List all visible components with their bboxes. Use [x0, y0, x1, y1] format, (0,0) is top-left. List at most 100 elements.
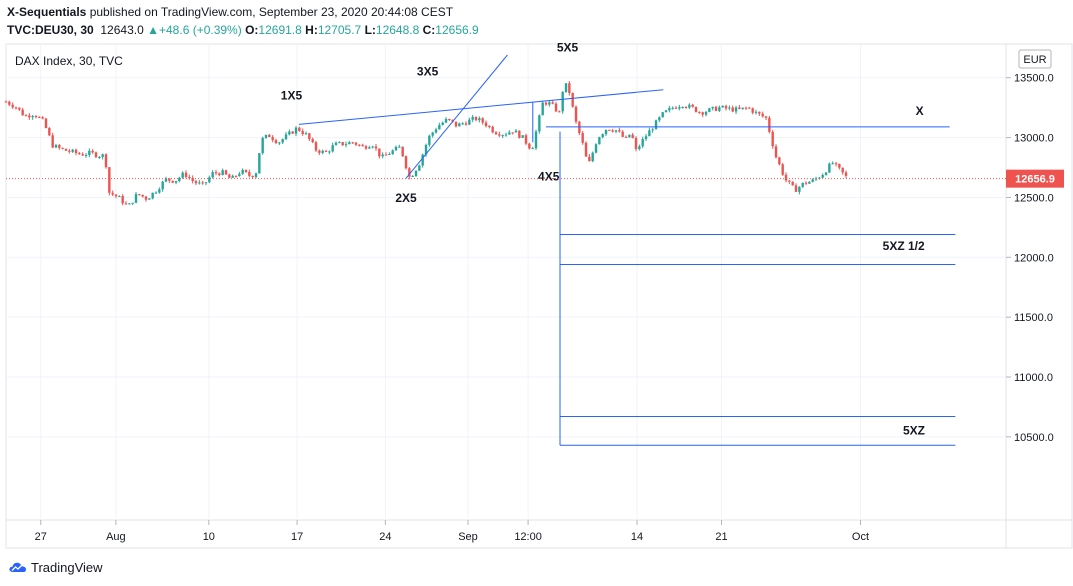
candle-body — [524, 135, 528, 144]
candle-body — [741, 107, 744, 109]
candle-body — [124, 203, 128, 205]
candle-body — [371, 146, 374, 148]
candle-body — [408, 168, 411, 177]
candle-body — [451, 119, 454, 122]
candle-body — [138, 194, 141, 196]
grid — [6, 44, 1006, 520]
candle-body — [221, 170, 224, 176]
candle-body — [111, 192, 114, 195]
candle-body — [374, 146, 378, 149]
close-label: C: — [422, 23, 436, 37]
candle-body — [554, 103, 558, 112]
candle-body — [474, 117, 478, 121]
candle-body — [631, 134, 634, 138]
candle-body — [558, 111, 561, 113]
candle-body — [708, 108, 711, 112]
candle-body — [654, 120, 658, 130]
candle-body — [91, 150, 94, 153]
price-axis[interactable]: 13500.0 13000.0 12500.0 12000.0 11500.0 11000… — [1006, 73, 1054, 444]
candle-body — [248, 172, 251, 176]
candle-body — [751, 108, 754, 113]
candle-body — [541, 102, 544, 116]
candle-body — [48, 128, 51, 136]
candle-body — [58, 145, 61, 148]
published-text: published on TradingView.com, September … — [86, 5, 454, 19]
candle-body — [764, 116, 768, 118]
candle-body — [314, 142, 318, 151]
time-axis[interactable]: 27 Aug 10 17 24 Sep 12:00 14 21 Oct — [35, 520, 869, 543]
candle-body — [821, 174, 824, 178]
candle-body — [651, 129, 654, 131]
candle-body — [438, 124, 441, 130]
annotation-label: 4X5 — [538, 170, 560, 184]
candle-body — [704, 111, 708, 115]
candle-body — [678, 107, 681, 109]
author-name[interactable]: X-Sequentials — [7, 5, 87, 19]
candle-body — [301, 130, 304, 135]
candle-body — [808, 181, 811, 184]
candle-body — [71, 149, 74, 152]
candle-body — [108, 167, 111, 193]
candle-body — [164, 178, 168, 182]
candle-body — [101, 154, 104, 157]
candle-body — [494, 132, 498, 135]
candle-body — [734, 107, 738, 112]
candle-body — [761, 113, 764, 117]
candle-body — [104, 154, 108, 168]
candle-body — [398, 146, 401, 148]
candle-body — [161, 181, 164, 190]
candle-body — [784, 174, 788, 181]
candle-body — [204, 182, 208, 184]
candle-body — [361, 145, 364, 147]
candle-body — [484, 122, 488, 127]
candle-body — [831, 163, 834, 165]
candle-body — [458, 123, 461, 127]
candle-body — [684, 106, 688, 108]
drawing-lines[interactable] — [298, 54, 956, 446]
candle-body — [718, 107, 721, 111]
candle-body — [264, 134, 268, 138]
candle-body — [8, 101, 11, 105]
candle-body — [298, 127, 301, 131]
candle-body — [658, 117, 661, 121]
candle-body — [384, 154, 388, 156]
candle-body — [604, 129, 608, 135]
candle-body — [254, 173, 258, 178]
candle-body — [24, 115, 28, 117]
candle-body — [531, 148, 534, 150]
candle-body — [284, 134, 288, 140]
candle-body — [674, 107, 678, 109]
candle-body — [731, 107, 734, 112]
candle-body — [581, 133, 584, 143]
candle-body — [228, 174, 231, 178]
time-tick-label: 10 — [203, 531, 215, 543]
tradingview-logo[interactable]: TradingView — [9, 560, 103, 575]
candle-body — [234, 175, 238, 177]
candle-body — [338, 142, 341, 144]
candle-body — [634, 137, 638, 150]
currency-button[interactable]: EUR — [1018, 49, 1052, 69]
candle-body — [351, 142, 354, 144]
candle-body — [514, 130, 518, 133]
candle-body — [261, 137, 264, 154]
candle-body — [388, 154, 391, 156]
last-price-label-text: 12656.9 — [1015, 174, 1055, 186]
candle-body — [664, 110, 668, 113]
candle-body — [691, 104, 694, 107]
candle-body — [198, 182, 201, 184]
candle-body — [391, 150, 394, 155]
candle-body — [588, 156, 591, 162]
last-price: 12643.0 — [100, 23, 144, 37]
candle-body — [461, 123, 464, 125]
candle-body — [501, 135, 504, 137]
annotation-label: 5X5 — [557, 40, 579, 54]
candle-body — [84, 154, 88, 156]
candle-body — [424, 144, 428, 155]
up-arrow-icon: ▲ — [147, 23, 159, 37]
candle-body — [218, 173, 221, 176]
candle-body — [318, 150, 321, 153]
candle-body — [551, 102, 554, 104]
low-value: 12648.8 — [375, 23, 420, 37]
candle-body — [411, 176, 414, 178]
